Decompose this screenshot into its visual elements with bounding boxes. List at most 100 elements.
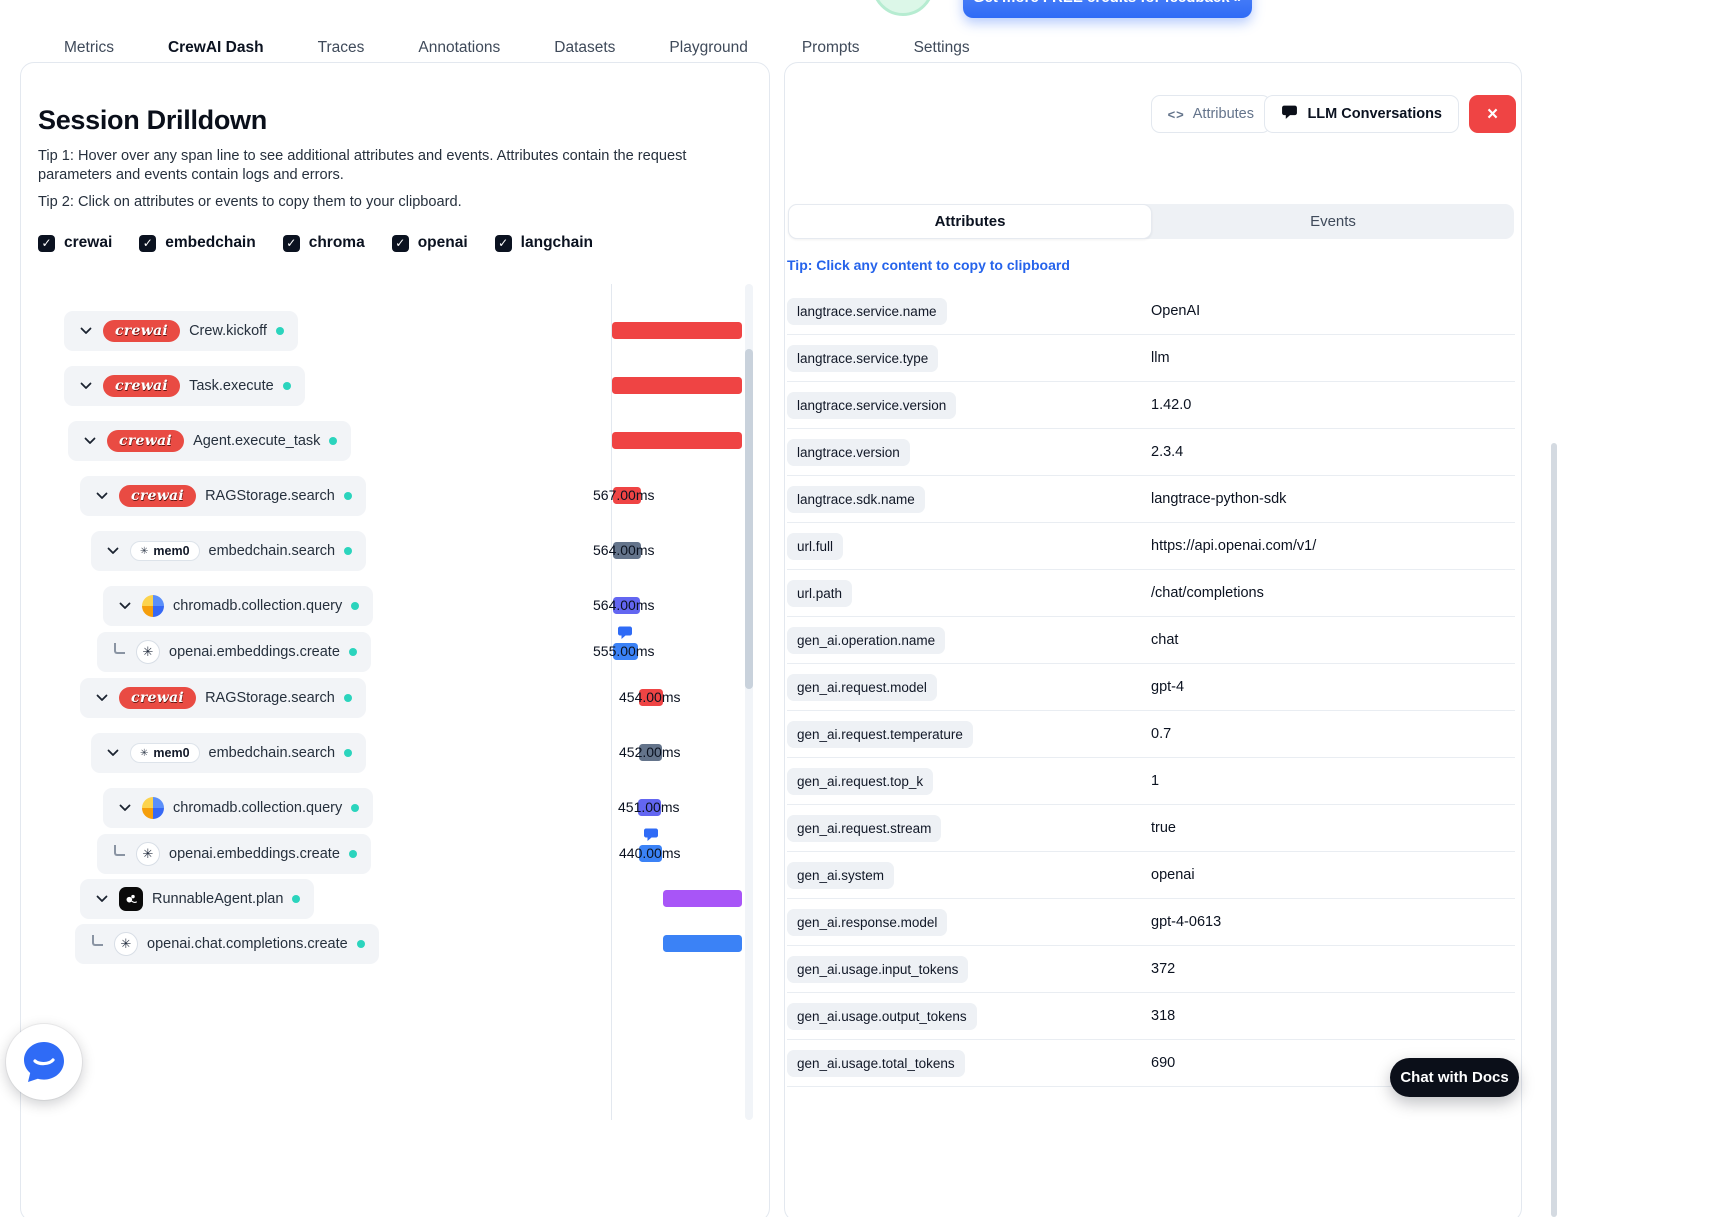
span-chip[interactable]: RunnableAgent.plan [80,879,315,919]
chevron-down-icon[interactable] [117,800,133,816]
span-chip[interactable]: crewai Task.execute [64,366,305,406]
span-timeline-bar[interactable] [613,542,641,559]
attributes-code-button[interactable]: <> Attributes [1150,95,1271,133]
chevron-down-icon[interactable] [94,690,110,706]
checkbox-embedchain[interactable]: ✓ [139,234,157,252]
get-credits-button[interactable]: Get more FREE credits for feedback » [963,0,1252,18]
span-timeline-bar[interactable] [663,890,742,907]
attribute-key[interactable]: langtrace.service.type [787,344,939,372]
filter-embedchain[interactable]: ✓ embedchain [139,234,256,252]
attribute-key[interactable]: url.full [787,532,844,560]
span-timeline-bar[interactable] [612,432,742,449]
attribute-key[interactable]: gen_ai.operation.name [787,626,946,654]
checkbox-openai[interactable]: ✓ [391,234,409,252]
attribute-key[interactable]: langtrace.service.version [787,391,957,419]
attribute-value[interactable]: /chat/completions [1151,585,1264,601]
attribute-key[interactable]: langtrace.version [787,438,910,466]
filter-openai[interactable]: ✓ openai [391,234,468,252]
span-chip[interactable]: chromadb.collection.query [103,586,374,626]
attribute-key[interactable]: gen_ai.request.temperature [787,720,973,748]
attribute-value[interactable]: 0.7 [1151,726,1172,742]
attribute-value[interactable]: chat [1151,632,1179,648]
span-chip[interactable]: crewai RAGStorage.search [80,678,366,718]
span-timeline-bar[interactable] [639,744,662,761]
checkbox-langchain[interactable]: ✓ [494,234,512,252]
attribute-value[interactable]: langtrace-python-sdk [1151,491,1287,507]
span-chip[interactable]: crewai RAGStorage.search [80,476,366,516]
attribute-value[interactable]: 318 [1151,1008,1176,1024]
attribute-value[interactable]: 690 [1151,1055,1176,1071]
attribute-value[interactable]: OpenAI [1151,303,1201,319]
page-scrollbar-thumb[interactable] [1551,443,1557,1217]
span-timeline-bar[interactable] [613,597,640,614]
span-timeline-bar[interactable] [639,845,662,862]
span-timeline-bar[interactable] [639,689,663,706]
checkbox-chroma[interactable]: ✓ [282,234,300,252]
attribute-value[interactable]: true [1151,820,1176,836]
attribute-key[interactable]: gen_ai.usage.input_tokens [787,955,969,983]
tab-attributes[interactable]: Attributes [788,204,1152,239]
span-timeline-bar[interactable] [613,643,638,660]
span-timeline-bar[interactable] [663,935,742,952]
span-chip[interactable]: ✳ mem0 embedchain.search [91,733,367,773]
tree-scrollbar-thumb[interactable] [745,349,753,689]
chevron-down-icon[interactable] [94,488,110,504]
filter-chroma[interactable]: ✓ chroma [282,234,365,252]
attribute-value[interactable]: https://api.openai.com/v1/ [1151,538,1317,554]
attribute-key[interactable]: gen_ai.usage.output_tokens [787,1002,977,1030]
span-chip[interactable]: ✳ openai.embeddings.create [97,834,371,874]
nav-tab-metrics[interactable]: Metrics [64,39,114,56]
span-timeline-bar[interactable] [612,377,742,394]
attribute-key[interactable]: url.path [787,579,853,607]
nav-tab-settings[interactable]: Settings [913,39,970,56]
span-timeline-bar[interactable] [612,322,742,339]
span-chip[interactable]: ✳ openai.embeddings.create [97,632,371,672]
nav-tab-prompts[interactable]: Prompts [801,39,860,56]
tip-1-text: Tip 1: Hover over any span line to see a… [38,148,687,184]
span-chip[interactable]: crewai Crew.kickoff [64,311,298,351]
llm-conversations-button[interactable]: LLM Conversations [1264,95,1459,133]
avatar[interactable] [872,0,934,16]
span-chip[interactable]: ✳ openai.chat.completions.create [75,924,379,964]
attribute-value[interactable]: 372 [1151,961,1176,977]
span-chip[interactable]: chromadb.collection.query [103,788,374,828]
attribute-key[interactable]: gen_ai.response.model [787,908,948,936]
chevron-down-icon[interactable] [117,598,133,614]
attribute-key[interactable]: langtrace.service.name [787,297,947,325]
span-timeline-bar[interactable] [638,799,661,816]
chevron-down-icon[interactable] [78,378,94,394]
tab-events[interactable]: Events [1310,213,1356,230]
attribute-key[interactable]: gen_ai.request.stream [787,814,942,842]
filter-langchain[interactable]: ✓ langchain [494,234,593,252]
span-timeline-bar[interactable] [613,487,641,504]
attribute-value[interactable]: gpt-4-0613 [1151,914,1222,930]
attribute-key[interactable]: gen_ai.request.model [787,673,937,701]
span-chip[interactable]: crewai Agent.execute_task [68,421,352,461]
attribute-value[interactable]: openai [1151,867,1195,883]
attribute-key[interactable]: gen_ai.system [787,861,895,889]
chevron-down-icon[interactable] [78,323,94,339]
chevron-down-icon[interactable] [105,745,121,761]
chevron-down-icon[interactable] [105,543,121,559]
chevron-down-icon[interactable] [82,433,98,449]
chat-with-docs-button[interactable]: Chat with Docs [1390,1058,1519,1097]
nav-tab-datasets[interactable]: Datasets [554,39,616,56]
attribute-value[interactable]: 1 [1151,773,1160,789]
close-button[interactable]: × [1469,95,1516,133]
chevron-down-icon[interactable] [94,891,110,907]
attribute-key[interactable]: langtrace.sdk.name [787,485,925,513]
attribute-value[interactable]: 1.42.0 [1151,397,1192,413]
nav-tab-traces[interactable]: Traces [317,39,365,56]
tree-scrollbar-track[interactable] [745,284,753,1120]
nav-tab-playground[interactable]: Playground [669,39,748,56]
attribute-key[interactable]: gen_ai.request.top_k [787,767,934,795]
attribute-value[interactable]: 2.3.4 [1151,444,1184,460]
attribute-key[interactable]: gen_ai.usage.total_tokens [787,1049,965,1077]
checkbox-crewai[interactable]: ✓ [38,234,55,252]
nav-tab-annotations[interactable]: Annotations [418,39,501,56]
attribute-value[interactable]: gpt-4 [1151,679,1185,695]
filter-crewai[interactable]: ✓ crewai [38,234,112,252]
attribute-value[interactable]: llm [1151,350,1170,366]
span-chip[interactable]: ✳ mem0 embedchain.search [91,531,367,571]
chat-widget-button[interactable] [6,1024,82,1100]
